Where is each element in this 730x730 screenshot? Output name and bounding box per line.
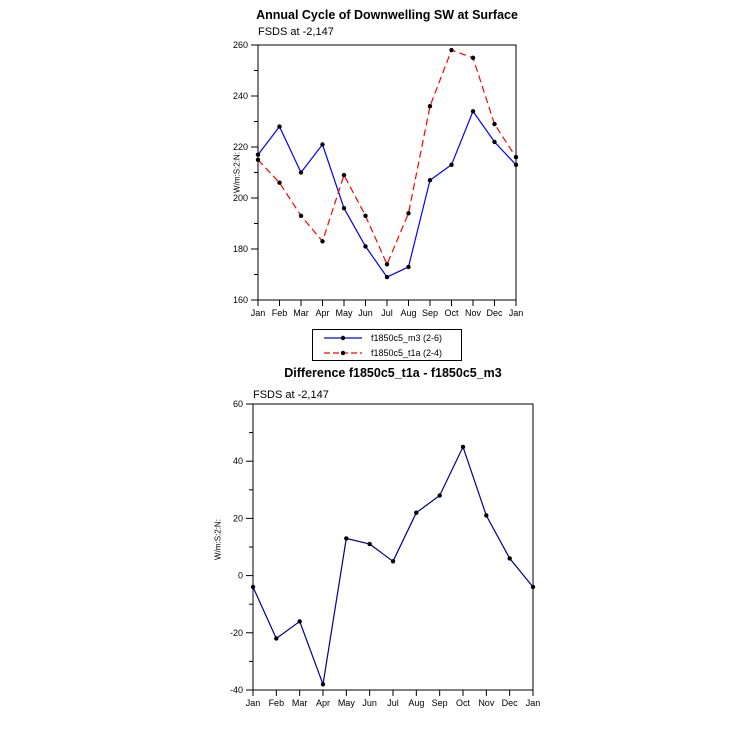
- legend-entry: f1850c5_m3 (2-6): [313, 330, 461, 345]
- svg-text:Jun: Jun: [358, 308, 373, 318]
- svg-text:260: 260: [233, 40, 248, 50]
- svg-text:Feb: Feb: [269, 698, 285, 708]
- svg-text:240: 240: [233, 91, 248, 101]
- svg-text:180: 180: [233, 244, 248, 254]
- legend-line-solid-icon: [324, 335, 362, 340]
- legend-label: f1850c5_t1a (2-4): [371, 347, 443, 358]
- svg-text:Nov: Nov: [478, 698, 495, 708]
- svg-text:Jun: Jun: [362, 698, 377, 708]
- annual-cycle-plot: 160 180 200 220 240 260 Jan Feb Mar Apr May Jun Jul A…: [233, 40, 524, 318]
- svg-text:Aug: Aug: [400, 308, 416, 318]
- svg-text:Jan: Jan: [251, 308, 266, 318]
- svg-text:20: 20: [233, 513, 243, 523]
- difference-plot: -40 -20 0 20 40 60 Jan Feb Mar Apr May Jun Jul Aug Sep…: [230, 399, 541, 708]
- svg-text:Aug: Aug: [408, 698, 424, 708]
- legend-box: f1850c5_m3 (2-6) f1850c5_t1a (2-4): [312, 329, 462, 361]
- svg-text:May: May: [335, 308, 353, 318]
- svg-text:Mar: Mar: [293, 308, 309, 318]
- svg-text:60: 60: [233, 399, 243, 409]
- svg-text:Jul: Jul: [387, 698, 399, 708]
- svg-text:Apr: Apr: [316, 698, 330, 708]
- svg-text:160: 160: [233, 295, 248, 305]
- svg-text:Oct: Oct: [456, 698, 471, 708]
- svg-text:Jul: Jul: [381, 308, 393, 318]
- annual-cycle-title: Annual Cycle of Downwelling SW at Surfac…: [256, 8, 518, 22]
- svg-text:220: 220: [233, 142, 248, 152]
- annual-cycle-subtitle: FSDS at -2,147: [258, 26, 334, 38]
- svg-text:May: May: [338, 698, 356, 708]
- legend-entry: f1850c5_t1a (2-4): [313, 345, 461, 360]
- svg-text:0: 0: [238, 571, 243, 581]
- svg-text:Nov: Nov: [465, 308, 482, 318]
- svg-text:Jan: Jan: [509, 308, 524, 318]
- svg-text:Dec: Dec: [502, 698, 519, 708]
- svg-text:40: 40: [233, 456, 243, 466]
- difference-subtitle: FSDS at -2,147: [253, 389, 329, 401]
- svg-text:-40: -40: [230, 685, 243, 695]
- svg-text:Mar: Mar: [292, 698, 308, 708]
- legend-line-dashed-icon: [324, 350, 362, 355]
- svg-text:Jan: Jan: [526, 698, 541, 708]
- svg-text:-20: -20: [230, 628, 243, 638]
- svg-text:Sep: Sep: [422, 308, 438, 318]
- svg-text:Oct: Oct: [444, 308, 459, 318]
- svg-text:Feb: Feb: [272, 308, 288, 318]
- svg-text:200: 200: [233, 193, 248, 203]
- svg-text:Dec: Dec: [486, 308, 503, 318]
- legend-label: f1850c5_m3 (2-6): [371, 332, 443, 343]
- svg-text:Apr: Apr: [315, 308, 329, 318]
- difference-title: Difference f1850c5_t1a - f1850c5_m3: [284, 366, 502, 380]
- svg-text:Jan: Jan: [246, 698, 261, 708]
- svg-text:Sep: Sep: [432, 698, 448, 708]
